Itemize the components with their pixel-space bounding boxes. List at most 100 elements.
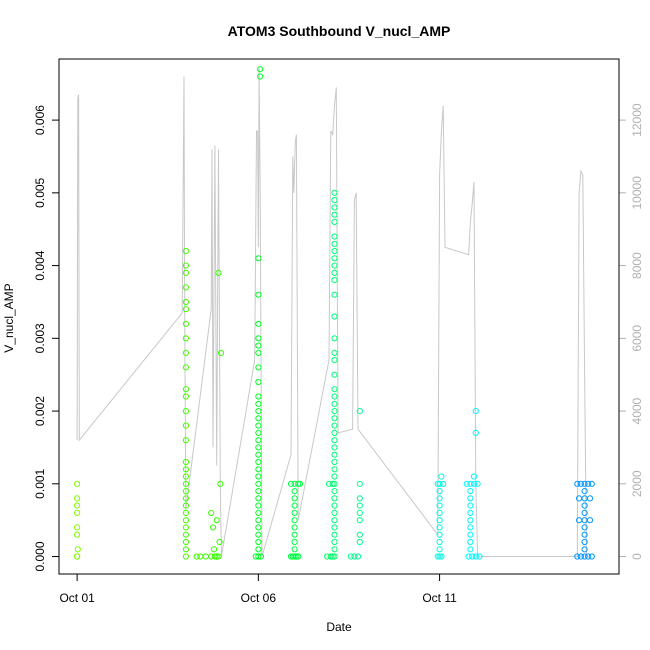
y-tick-label: 0.006 xyxy=(33,105,47,135)
scatter-point xyxy=(255,502,262,509)
scatter-point xyxy=(255,553,262,560)
scatter-point xyxy=(182,247,189,255)
scatter-point xyxy=(581,502,588,509)
scatter-point xyxy=(255,415,262,422)
scatter-point xyxy=(255,437,262,444)
scatter-point xyxy=(331,422,338,429)
scatter-point xyxy=(182,553,189,560)
scatter-point xyxy=(74,546,81,553)
scatter-point xyxy=(581,538,588,546)
scatter-point xyxy=(255,531,262,538)
scatter-point xyxy=(436,495,443,502)
scatter-point xyxy=(331,429,338,436)
scatter-point xyxy=(217,349,225,356)
scatter-point xyxy=(470,480,478,487)
scatter-point xyxy=(216,538,223,546)
scatter-point xyxy=(436,546,443,553)
scatter-point xyxy=(255,429,262,436)
scatter-point xyxy=(74,531,81,538)
scatter-point xyxy=(255,524,262,531)
scatter-point xyxy=(255,320,262,327)
scatter-point xyxy=(257,553,264,560)
y-tick-label: 0.005 xyxy=(33,177,47,207)
scatter-point xyxy=(470,473,478,480)
scatter-point xyxy=(331,204,338,211)
scatter-point xyxy=(467,531,474,538)
scatter-point xyxy=(182,306,189,313)
scatter-point xyxy=(436,502,443,509)
y2-tick-label: 4000 xyxy=(630,397,644,424)
scatter-point xyxy=(255,393,262,400)
scatter-point xyxy=(255,422,262,429)
scatter-point xyxy=(182,262,189,269)
line-series xyxy=(76,69,587,557)
scatter-point xyxy=(438,553,445,560)
scatter-point xyxy=(287,480,295,487)
scatter-point xyxy=(255,488,262,495)
scatter-point xyxy=(436,538,443,546)
scatter-point xyxy=(331,277,338,284)
scatter-point xyxy=(257,66,264,73)
scatter-point xyxy=(356,408,363,415)
scatter-point xyxy=(329,480,336,487)
scatter-point xyxy=(467,495,474,502)
scatter-point xyxy=(331,415,338,422)
scatter-point xyxy=(436,509,443,517)
scatter-point xyxy=(331,262,338,269)
scatter-point xyxy=(291,495,298,502)
scatter-point xyxy=(331,495,338,502)
scatter-point xyxy=(588,480,595,487)
scatter-point xyxy=(331,211,338,218)
scatter-point xyxy=(436,480,443,487)
scatter-point xyxy=(291,509,298,517)
scatter-point xyxy=(586,517,594,524)
scatter-point xyxy=(182,495,189,502)
scatter-point xyxy=(182,349,189,356)
scatter-point xyxy=(465,553,472,560)
scatter-point xyxy=(331,189,338,196)
scatter-point xyxy=(472,553,479,560)
scatter-point xyxy=(438,473,445,480)
y2-tick-label: 0 xyxy=(630,553,644,560)
scatter-point xyxy=(356,509,363,517)
scatter-point xyxy=(576,495,583,502)
scatter-point xyxy=(291,502,298,509)
scatter-point xyxy=(182,386,189,393)
scatter-point xyxy=(293,553,300,560)
scatter-point xyxy=(291,538,298,546)
x-axis-label: Date xyxy=(326,620,352,634)
scatter-point xyxy=(182,480,189,487)
scatter-point xyxy=(255,349,262,356)
scatter-point xyxy=(331,386,338,393)
scatter-point xyxy=(74,502,81,509)
scatter-point xyxy=(255,400,262,407)
scatter-point xyxy=(574,480,581,487)
scatter-point xyxy=(436,531,443,538)
scatter-point xyxy=(182,531,189,538)
scatter-point xyxy=(255,495,262,502)
scatter-point xyxy=(331,247,338,255)
scatter-point xyxy=(217,480,224,487)
scatter-point xyxy=(586,495,594,502)
scatter-point xyxy=(255,480,262,487)
scatter-point xyxy=(581,531,588,538)
scatter-point xyxy=(215,269,222,276)
scatter-point xyxy=(182,538,189,546)
scatter-point xyxy=(291,517,298,524)
scatter-point xyxy=(182,422,189,429)
scatter-point xyxy=(331,524,338,531)
scatter-point xyxy=(213,517,220,524)
scatter-point xyxy=(467,517,474,524)
scatter-point xyxy=(436,517,443,524)
scatter-point xyxy=(581,553,588,560)
scatter-point xyxy=(182,320,189,327)
scatter-point xyxy=(581,524,588,531)
scatter-point xyxy=(182,364,189,371)
scatter-point xyxy=(331,408,338,415)
scatter-point xyxy=(467,538,474,546)
scatter-point xyxy=(291,524,298,531)
scatter-point xyxy=(581,509,588,517)
scatter-point xyxy=(257,73,264,80)
x-tick-label: Oct 06 xyxy=(241,591,277,605)
